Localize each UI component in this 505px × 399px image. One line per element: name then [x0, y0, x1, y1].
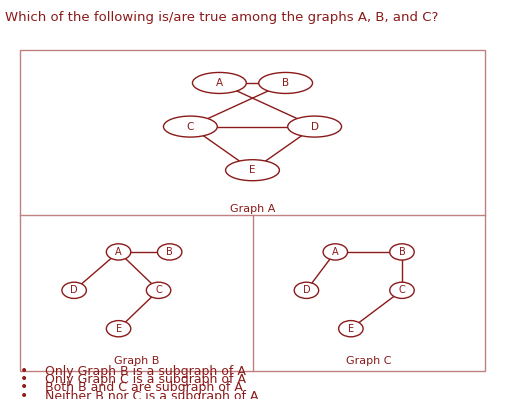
- Text: Only Graph C is a subgraph of A: Only Graph C is a subgraph of A: [45, 373, 246, 386]
- Text: C: C: [398, 285, 406, 295]
- Text: E: E: [249, 165, 256, 175]
- Text: A: A: [332, 247, 339, 257]
- Circle shape: [107, 244, 131, 260]
- Circle shape: [339, 320, 363, 337]
- Circle shape: [146, 282, 171, 298]
- Text: •: •: [20, 389, 28, 399]
- Text: B: B: [282, 78, 289, 88]
- Text: Which of the following is/are true among the graphs A, B, and C?: Which of the following is/are true among…: [5, 12, 438, 24]
- Circle shape: [259, 73, 313, 93]
- Text: A: A: [216, 78, 223, 88]
- Circle shape: [158, 244, 182, 260]
- Text: •: •: [20, 364, 28, 378]
- Text: Graph B: Graph B: [114, 356, 159, 366]
- Text: B: B: [166, 247, 173, 257]
- Text: •: •: [20, 372, 28, 386]
- Text: B: B: [398, 247, 406, 257]
- Text: E: E: [116, 324, 122, 334]
- Text: E: E: [348, 324, 354, 334]
- Text: C: C: [187, 122, 194, 132]
- Circle shape: [390, 244, 414, 260]
- Text: D: D: [311, 122, 319, 132]
- Text: Neither B nor C is a subgraph of A: Neither B nor C is a subgraph of A: [45, 390, 259, 399]
- Circle shape: [390, 282, 414, 298]
- Text: •: •: [20, 381, 28, 395]
- Text: Graph A: Graph A: [230, 204, 275, 214]
- Circle shape: [323, 244, 347, 260]
- Circle shape: [62, 282, 86, 298]
- Text: Graph C: Graph C: [346, 356, 391, 366]
- Text: D: D: [302, 285, 310, 295]
- Circle shape: [164, 116, 217, 137]
- Circle shape: [107, 320, 131, 337]
- Text: Both B and C are subgraph of A: Both B and C are subgraph of A: [45, 381, 243, 394]
- Circle shape: [294, 282, 319, 298]
- Text: D: D: [70, 285, 78, 295]
- Text: Only Graph B is a subgraph of A: Only Graph B is a subgraph of A: [45, 365, 246, 378]
- Text: A: A: [115, 247, 122, 257]
- Text: C: C: [155, 285, 162, 295]
- Circle shape: [288, 116, 341, 137]
- Circle shape: [226, 160, 279, 181]
- Circle shape: [192, 73, 246, 93]
